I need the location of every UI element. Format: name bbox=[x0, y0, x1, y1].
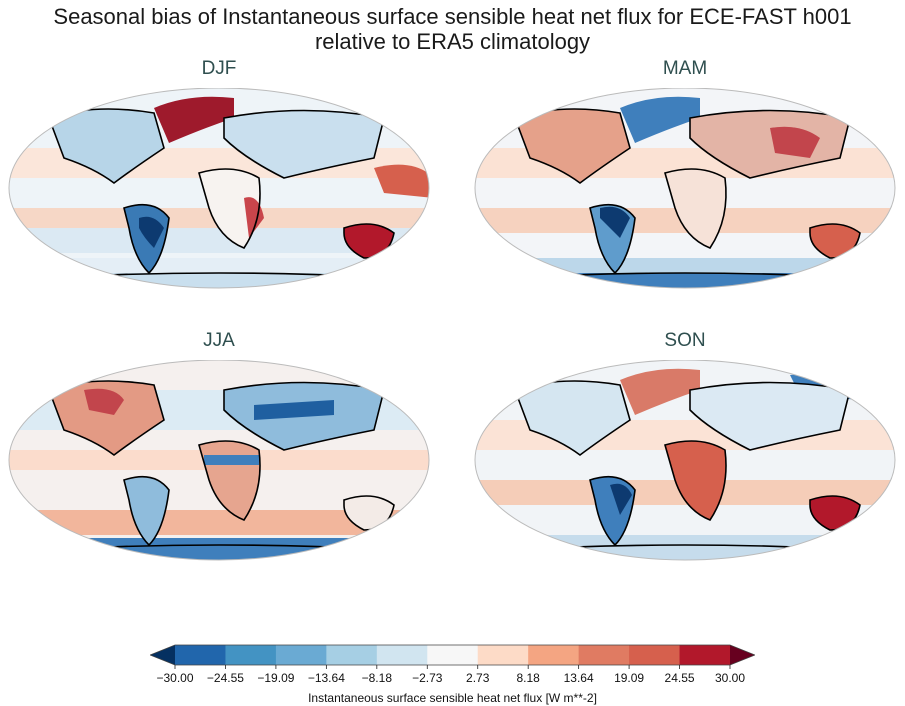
colorbar-bin bbox=[578, 645, 630, 665]
map-djf bbox=[8, 88, 430, 289]
panel-title-jja: JJA bbox=[203, 330, 235, 351]
colorbar-bin bbox=[326, 645, 378, 665]
colorbar-bin bbox=[225, 645, 277, 665]
colorbar-bin bbox=[528, 645, 580, 665]
colorbar-tick-label: −30.00 bbox=[156, 671, 193, 685]
map-panel-jja: JJA bbox=[4, 330, 434, 580]
colorbar-tick-label: −2.73 bbox=[412, 671, 443, 685]
colorbar-tick-label: 13.64 bbox=[564, 671, 594, 685]
colorbar-tick-label: −19.09 bbox=[257, 671, 294, 685]
colorbar-bin bbox=[477, 645, 529, 665]
map-panel-djf: DJF bbox=[4, 58, 434, 308]
figure-title: Seasonal bias of Instantaneous surface s… bbox=[0, 4, 905, 54]
colorbar-bin bbox=[175, 645, 226, 665]
colorbar-bin bbox=[376, 645, 428, 665]
map-son bbox=[474, 360, 896, 561]
colorbar-graphic: −30.00 −24.55 −19.09 −13.64 −8.18 −2.73 2.73 8.… bbox=[148, 644, 757, 685]
map-mam bbox=[474, 88, 896, 289]
colorbar-tick-label: −8.18 bbox=[362, 671, 393, 685]
colorbar: −30.00 −24.55 −19.09 −13.64 −8.18 −2.73 2.73 8.… bbox=[148, 643, 757, 705]
colorbar-tick-label: 30.00 bbox=[715, 671, 745, 685]
colorbar-label: Instantaneous surface sensible heat net … bbox=[308, 691, 597, 705]
colorbar-tick-label: 8.18 bbox=[517, 671, 541, 685]
colorbar-bin bbox=[679, 645, 731, 665]
colorbar-bin bbox=[629, 645, 681, 665]
colorbar-tick-label: 2.73 bbox=[466, 671, 490, 685]
colorbar-extend-low bbox=[150, 645, 175, 665]
panel-title-djf: DJF bbox=[201, 58, 237, 79]
title-line-2: relative to ERA5 climatology bbox=[314, 29, 591, 54]
map-panel-mam: MAM bbox=[470, 58, 900, 308]
colorbar-tick-label: −24.55 bbox=[207, 671, 244, 685]
panel-title-son: SON bbox=[664, 330, 706, 351]
colorbar-tick-label: −13.64 bbox=[308, 671, 345, 685]
colorbar-bin bbox=[275, 645, 327, 665]
map-jja bbox=[8, 360, 430, 561]
panel-title-mam: MAM bbox=[662, 58, 708, 79]
map-panel-son: SON bbox=[470, 330, 900, 580]
colorbar-tick-label: 19.09 bbox=[614, 671, 644, 685]
colorbar-tick-label: 24.55 bbox=[665, 671, 695, 685]
title-line-1: Seasonal bias of Instantaneous surface s… bbox=[53, 4, 852, 29]
colorbar-extend-high bbox=[730, 645, 755, 665]
colorbar-bin bbox=[427, 645, 479, 665]
